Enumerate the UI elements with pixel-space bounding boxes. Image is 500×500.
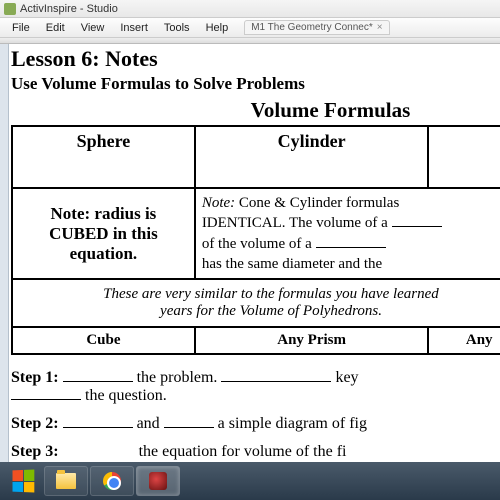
window-title: ActivInspire - Studio [20,3,118,15]
tab-label: M1 The Geometry Connec* [251,22,373,33]
document-canvas[interactable]: Lesson 6: Notes Use Volume Formulas to S… [9,44,500,462]
header-cylinder: Cylinder [195,126,429,188]
menu-edit[interactable]: Edit [38,20,73,36]
step1-c: the question. [85,387,167,404]
note2-l3: of the volume of a [202,236,316,252]
header-any: Any [428,327,500,354]
menu-file[interactable]: File [4,20,38,36]
document-content: Lesson 6: Notes Use Volume Formulas to S… [9,46,500,461]
taskbar-activinspire[interactable] [136,466,180,496]
app-icon [149,472,167,490]
menu-tools[interactable]: Tools [156,20,198,36]
taskbar[interactable] [0,462,500,500]
step1-b: key [335,369,358,386]
chrome-icon [103,472,121,490]
step-2: Step 2: and a simple diagram of fig [11,415,500,433]
step3-a: the equation for volume of the fi [139,443,347,460]
step2-label: Step 2: [11,415,59,432]
blank [164,416,214,428]
folder-icon [56,473,76,489]
menu-help[interactable]: Help [198,20,237,36]
note2-l1b: Cone & Cylinder formulas [235,195,399,211]
formulas-table: Sphere Cylinder Note: radius is CUBED in… [11,125,500,355]
header-prism: Any Prism [195,327,429,354]
step-1: Step 1: the problem. key the question. [11,369,500,405]
step1-label: Step 1: [11,369,59,386]
note-radius-cubed: Note: radius is CUBED in this equation. [12,188,195,279]
panel-left-edge [0,44,9,462]
blank [11,388,81,400]
step2-b: a simple diagram of fig [218,415,367,432]
menubar: File Edit View Insert Tools Help M1 The … [0,18,500,38]
similar-text: These are very similar to the formulas y… [103,286,439,319]
windows-logo-icon [13,470,35,493]
blank [63,370,133,382]
blank [63,416,133,428]
document-tab-strip: M1 The Geometry Connec* × [244,20,389,35]
taskbar-chrome[interactable] [90,466,134,496]
note2-l4: has the same diameter and the [202,256,382,272]
note-cone-cylinder: Note: Cone & Cylinder formulas IDENTICAL… [195,188,500,279]
step-3: Step 3: the equation for volume of the f… [11,443,500,461]
header-cube: Cube [12,327,195,354]
section-heading: Volume Formulas [161,98,500,123]
table-row: These are very similar to the formulas y… [12,279,500,327]
note2-l2: IDENTICAL. The volume of a [202,215,392,231]
table-row: Cube Any Prism Any [12,327,500,354]
taskbar-explorer[interactable] [44,466,88,496]
lesson-title: Lesson 6: Notes [11,46,500,72]
table-row: Note: radius is CUBED in this equation. … [12,188,500,279]
blank [316,236,386,248]
blank [221,370,331,382]
header-sphere: Sphere [12,126,195,188]
step2-a: and [137,415,164,432]
blank [392,215,442,227]
window-titlebar: ActivInspire - Studio [0,0,500,18]
app-icon [4,3,16,15]
step3-label: Step 3: [11,443,59,460]
menu-insert[interactable]: Insert [112,20,156,36]
start-button[interactable] [4,466,42,496]
menu-view[interactable]: View [73,20,113,36]
note2-bold: Note: [202,195,235,211]
step1-a: the problem. [137,369,222,386]
document-tab[interactable]: M1 The Geometry Connec* × [244,20,389,35]
header-col3 [428,126,500,188]
close-icon[interactable]: × [377,22,383,33]
similar-note: These are very similar to the formulas y… [12,279,500,327]
lesson-subtitle: Use Volume Formulas to Solve Problems [11,74,500,94]
steps-section: Step 1: the problem. key the question. S… [11,369,500,461]
table-row: Sphere Cylinder [12,126,500,188]
